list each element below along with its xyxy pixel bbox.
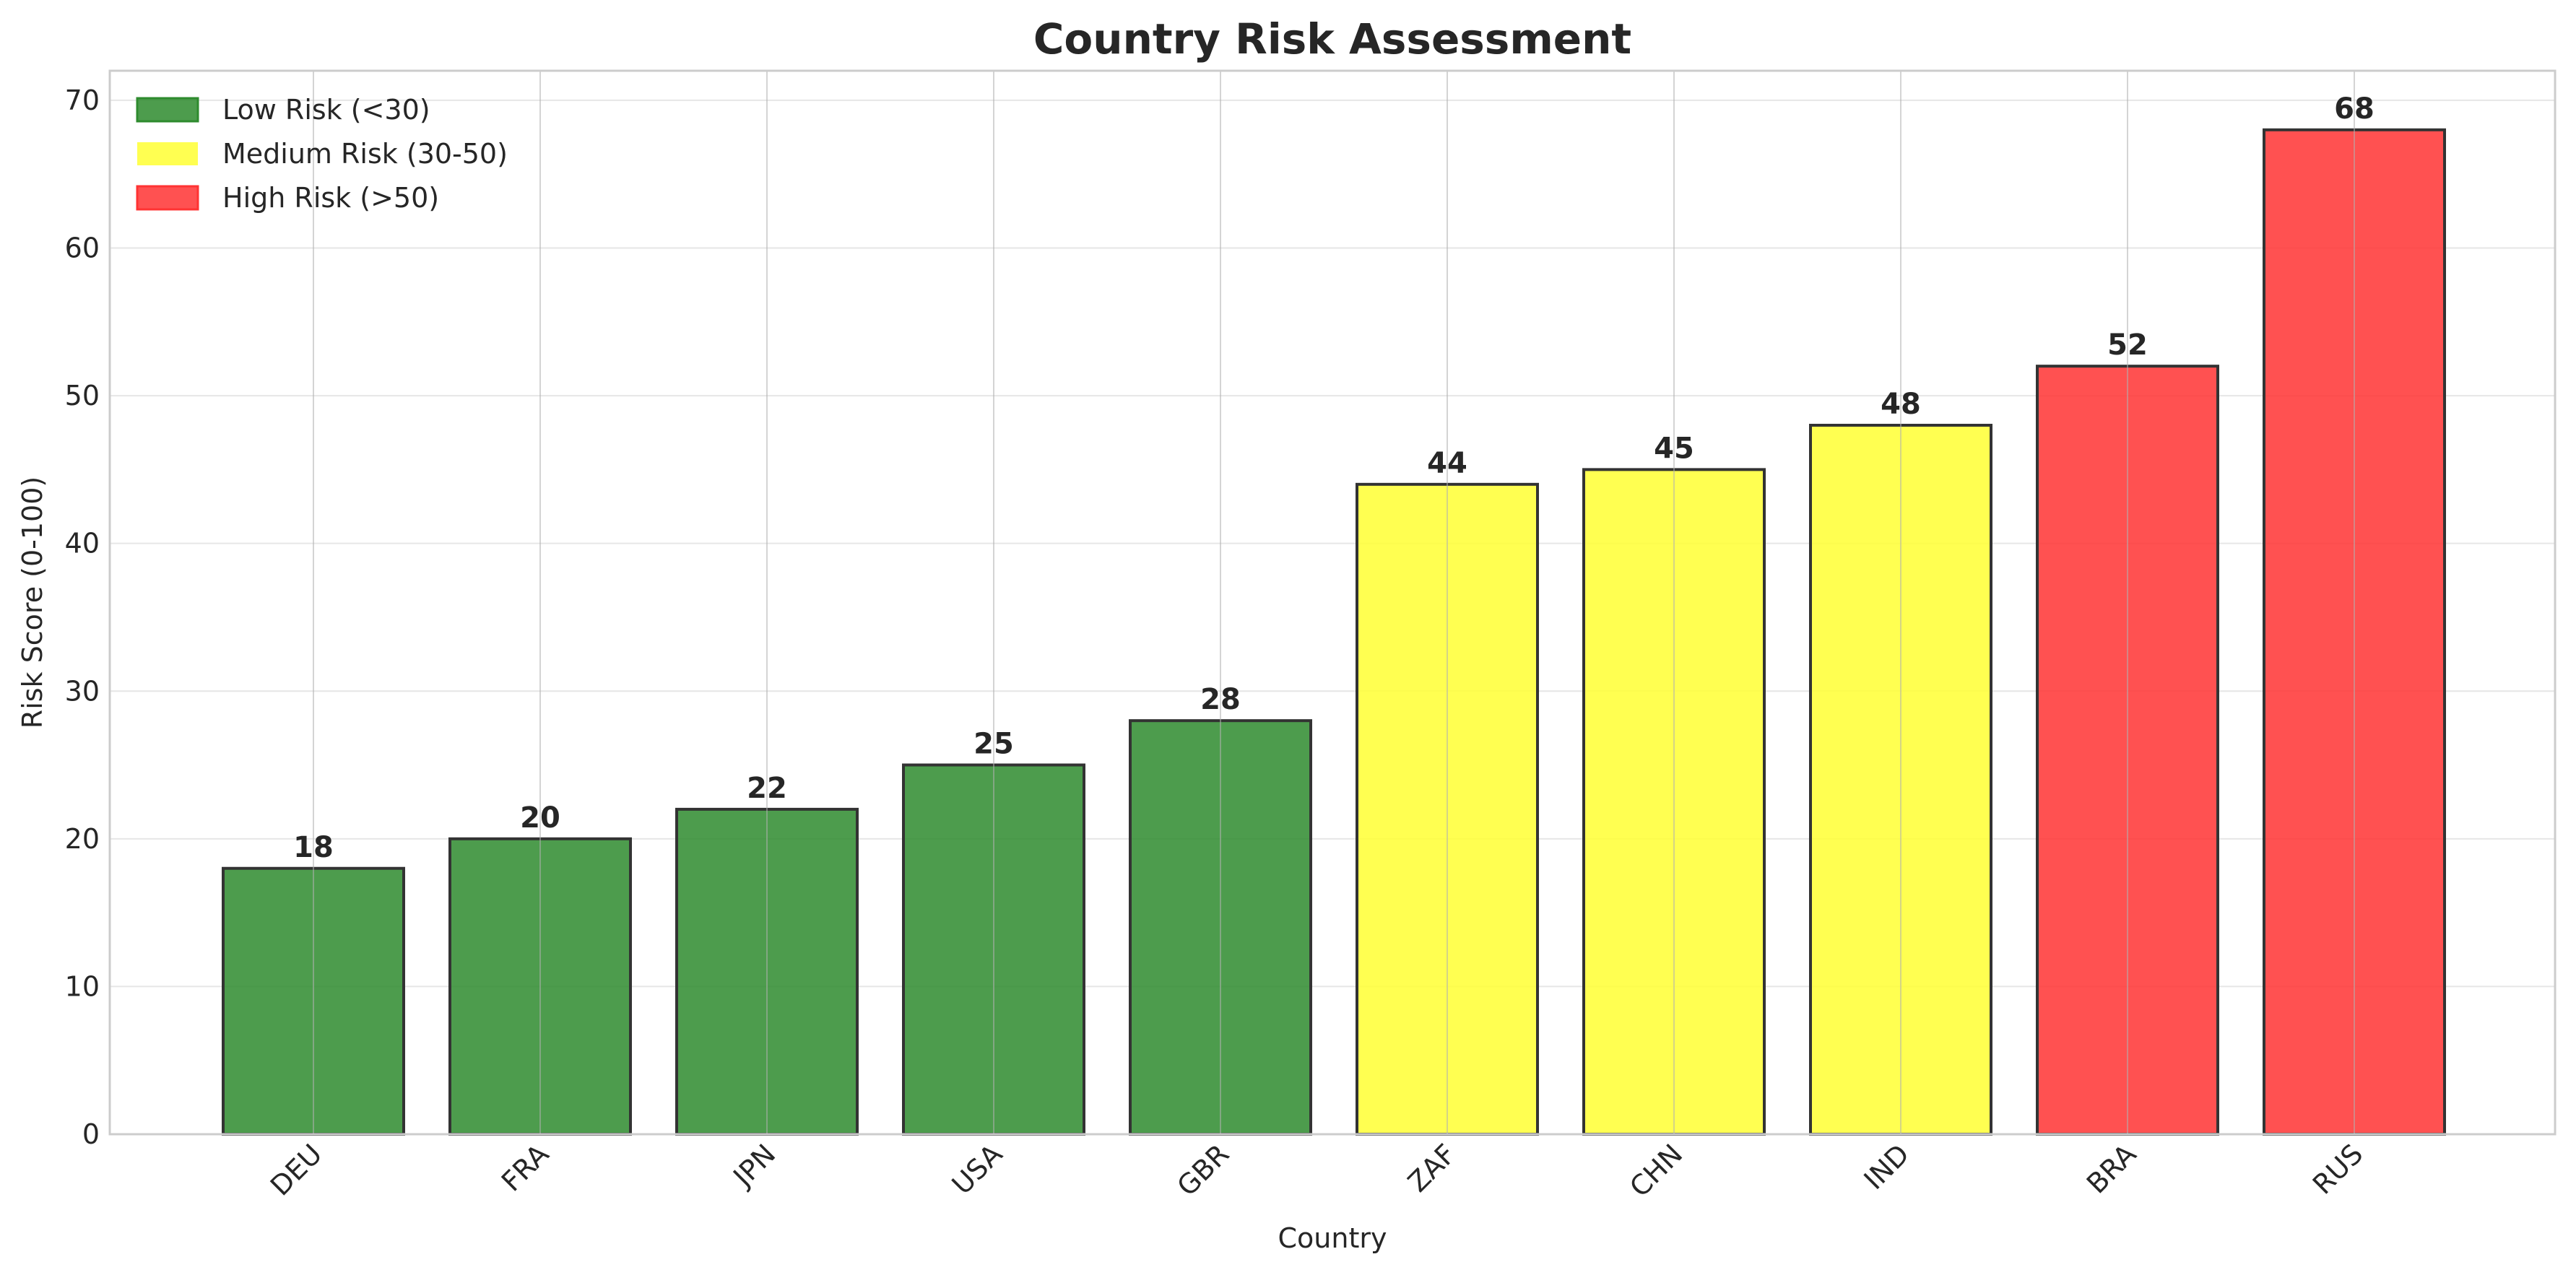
y-axis-ticks: 0 10 20 30 40 50 60 70 [65,84,100,1150]
data-label-bra: 52 [2107,328,2148,362]
x-axis-ticks: DEU FRA JPN USA GBR ZAF CHN IND BRA RUS [264,1138,2369,1203]
y-tick-label: 10 [65,970,100,1002]
x-tick-label-fra: FRA [495,1138,555,1198]
legend-swatch-high [136,185,199,211]
y-tick-label: 40 [65,528,100,560]
legend[interactable]: Low Risk (<30) Medium Risk (30-50) High Ri… [136,94,508,214]
y-tick-label: 30 [65,675,100,707]
data-label-chn: 45 [1654,432,1694,465]
x-tick-label-gbr: GBR [1171,1138,1235,1202]
data-label-zaf: 44 [1427,447,1467,480]
x-tick-label-usa: USA [946,1138,1009,1201]
y-tick-label: 20 [65,823,100,855]
legend-item-high[interactable]: High Risk (>50) [136,182,439,214]
x-tick-label-chn: CHN [1623,1138,1688,1203]
chart-title: Country Risk Assessment [1033,14,1631,64]
data-label-fra: 20 [520,801,560,835]
legend-item-low[interactable]: Low Risk (<30) [136,94,430,126]
x-axis-label: Country [1278,1222,1387,1254]
x-tick-label-rus: RUS [2307,1138,2369,1201]
axes-frame [108,69,2557,1136]
y-tick-label: 60 [65,232,100,264]
x-tick-label-ind: IND [1858,1138,1916,1196]
data-label-rus: 68 [2334,92,2375,126]
data-label-jpn: 22 [747,772,787,805]
data-labels: 18 20 22 25 28 44 45 48 52 68 [293,92,2375,864]
legend-item-medium[interactable]: Medium Risk (30-50) [137,138,508,170]
x-tick-label-zaf: ZAF [1402,1138,1462,1198]
data-label-deu: 18 [293,831,334,864]
y-tick-label: 50 [65,380,100,412]
legend-label-medium: Medium Risk (30-50) [222,138,508,170]
y-tick-label: 0 [82,1118,100,1150]
y-axis-label: Risk Score (0-100) [17,477,48,728]
legend-swatch-medium [137,142,198,165]
legend-label-high: High Risk (>50) [222,182,439,214]
bars [222,71,2446,1136]
x-tick-label-bra: BRA [2081,1138,2143,1200]
data-label-ind: 48 [1881,388,1921,421]
data-label-gbr: 28 [1200,683,1241,716]
x-tick-label-deu: DEU [264,1138,328,1201]
legend-label-low: Low Risk (<30) [222,94,430,126]
legend-swatch-low [136,97,199,123]
y-tick-label: 70 [65,84,100,116]
data-label-usa: 25 [973,728,1014,761]
x-tick-label-jpn: JPN [727,1138,782,1193]
